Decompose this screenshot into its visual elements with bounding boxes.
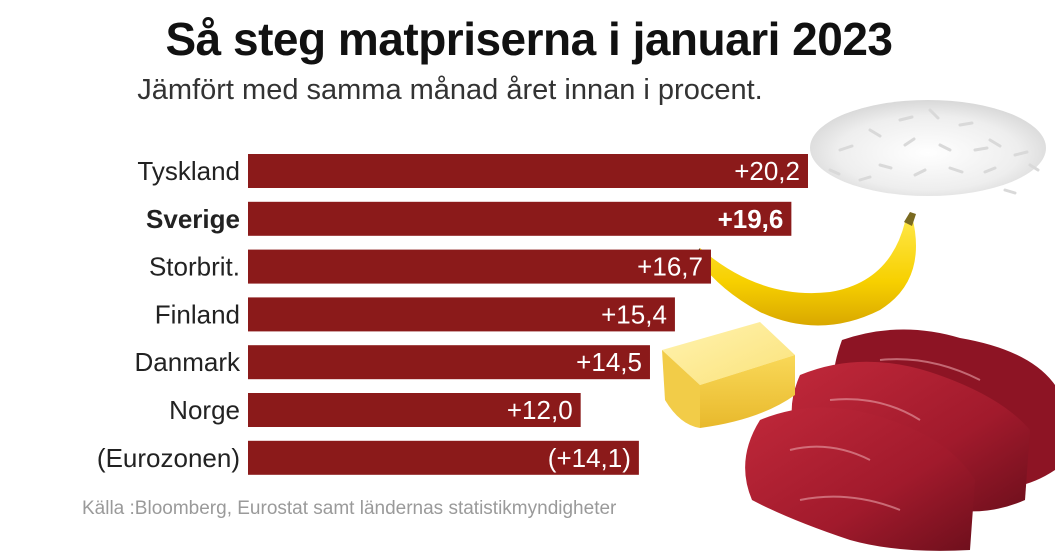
bar-4 (248, 345, 650, 380)
butter-icon (662, 322, 795, 428)
bar-2 (248, 249, 711, 284)
value-label: +15,4 (601, 299, 667, 329)
chart-subtitle: Jämfört med samma månad året innan i pro… (137, 74, 763, 106)
bar-1 (248, 201, 792, 236)
bar-0 (248, 154, 808, 188)
category-label: Finland (155, 299, 240, 329)
source-note: Källa :Bloomberg, Eurostat samt länderna… (82, 498, 617, 519)
value-label: +12,0 (507, 395, 573, 425)
category-label: Sverige (146, 204, 240, 234)
chart-title: Så steg matpriserna i januari 2023 (165, 13, 893, 65)
value-label: (+14,1) (548, 443, 631, 473)
value-label: +16,7 (637, 252, 703, 282)
category-label: Norge (169, 395, 240, 425)
category-label: (Eurozonen) (97, 443, 240, 473)
category-label: Tyskland (137, 156, 240, 186)
category-label: Danmark (135, 347, 241, 377)
meat-icon (745, 329, 1055, 551)
bar-6 (248, 440, 639, 475)
bar-5 (248, 393, 581, 427)
category-label: Storbrit. (149, 252, 240, 282)
value-label: +20,2 (734, 156, 800, 186)
bar-3 (248, 297, 675, 332)
rice-icon (810, 100, 1046, 196)
value-label: +14,5 (576, 347, 642, 377)
bars-group: Tyskland +20,2 Sverige +19,6 Storbrit. +16,7 F… (97, 154, 808, 475)
value-label: +19,6 (718, 204, 784, 234)
